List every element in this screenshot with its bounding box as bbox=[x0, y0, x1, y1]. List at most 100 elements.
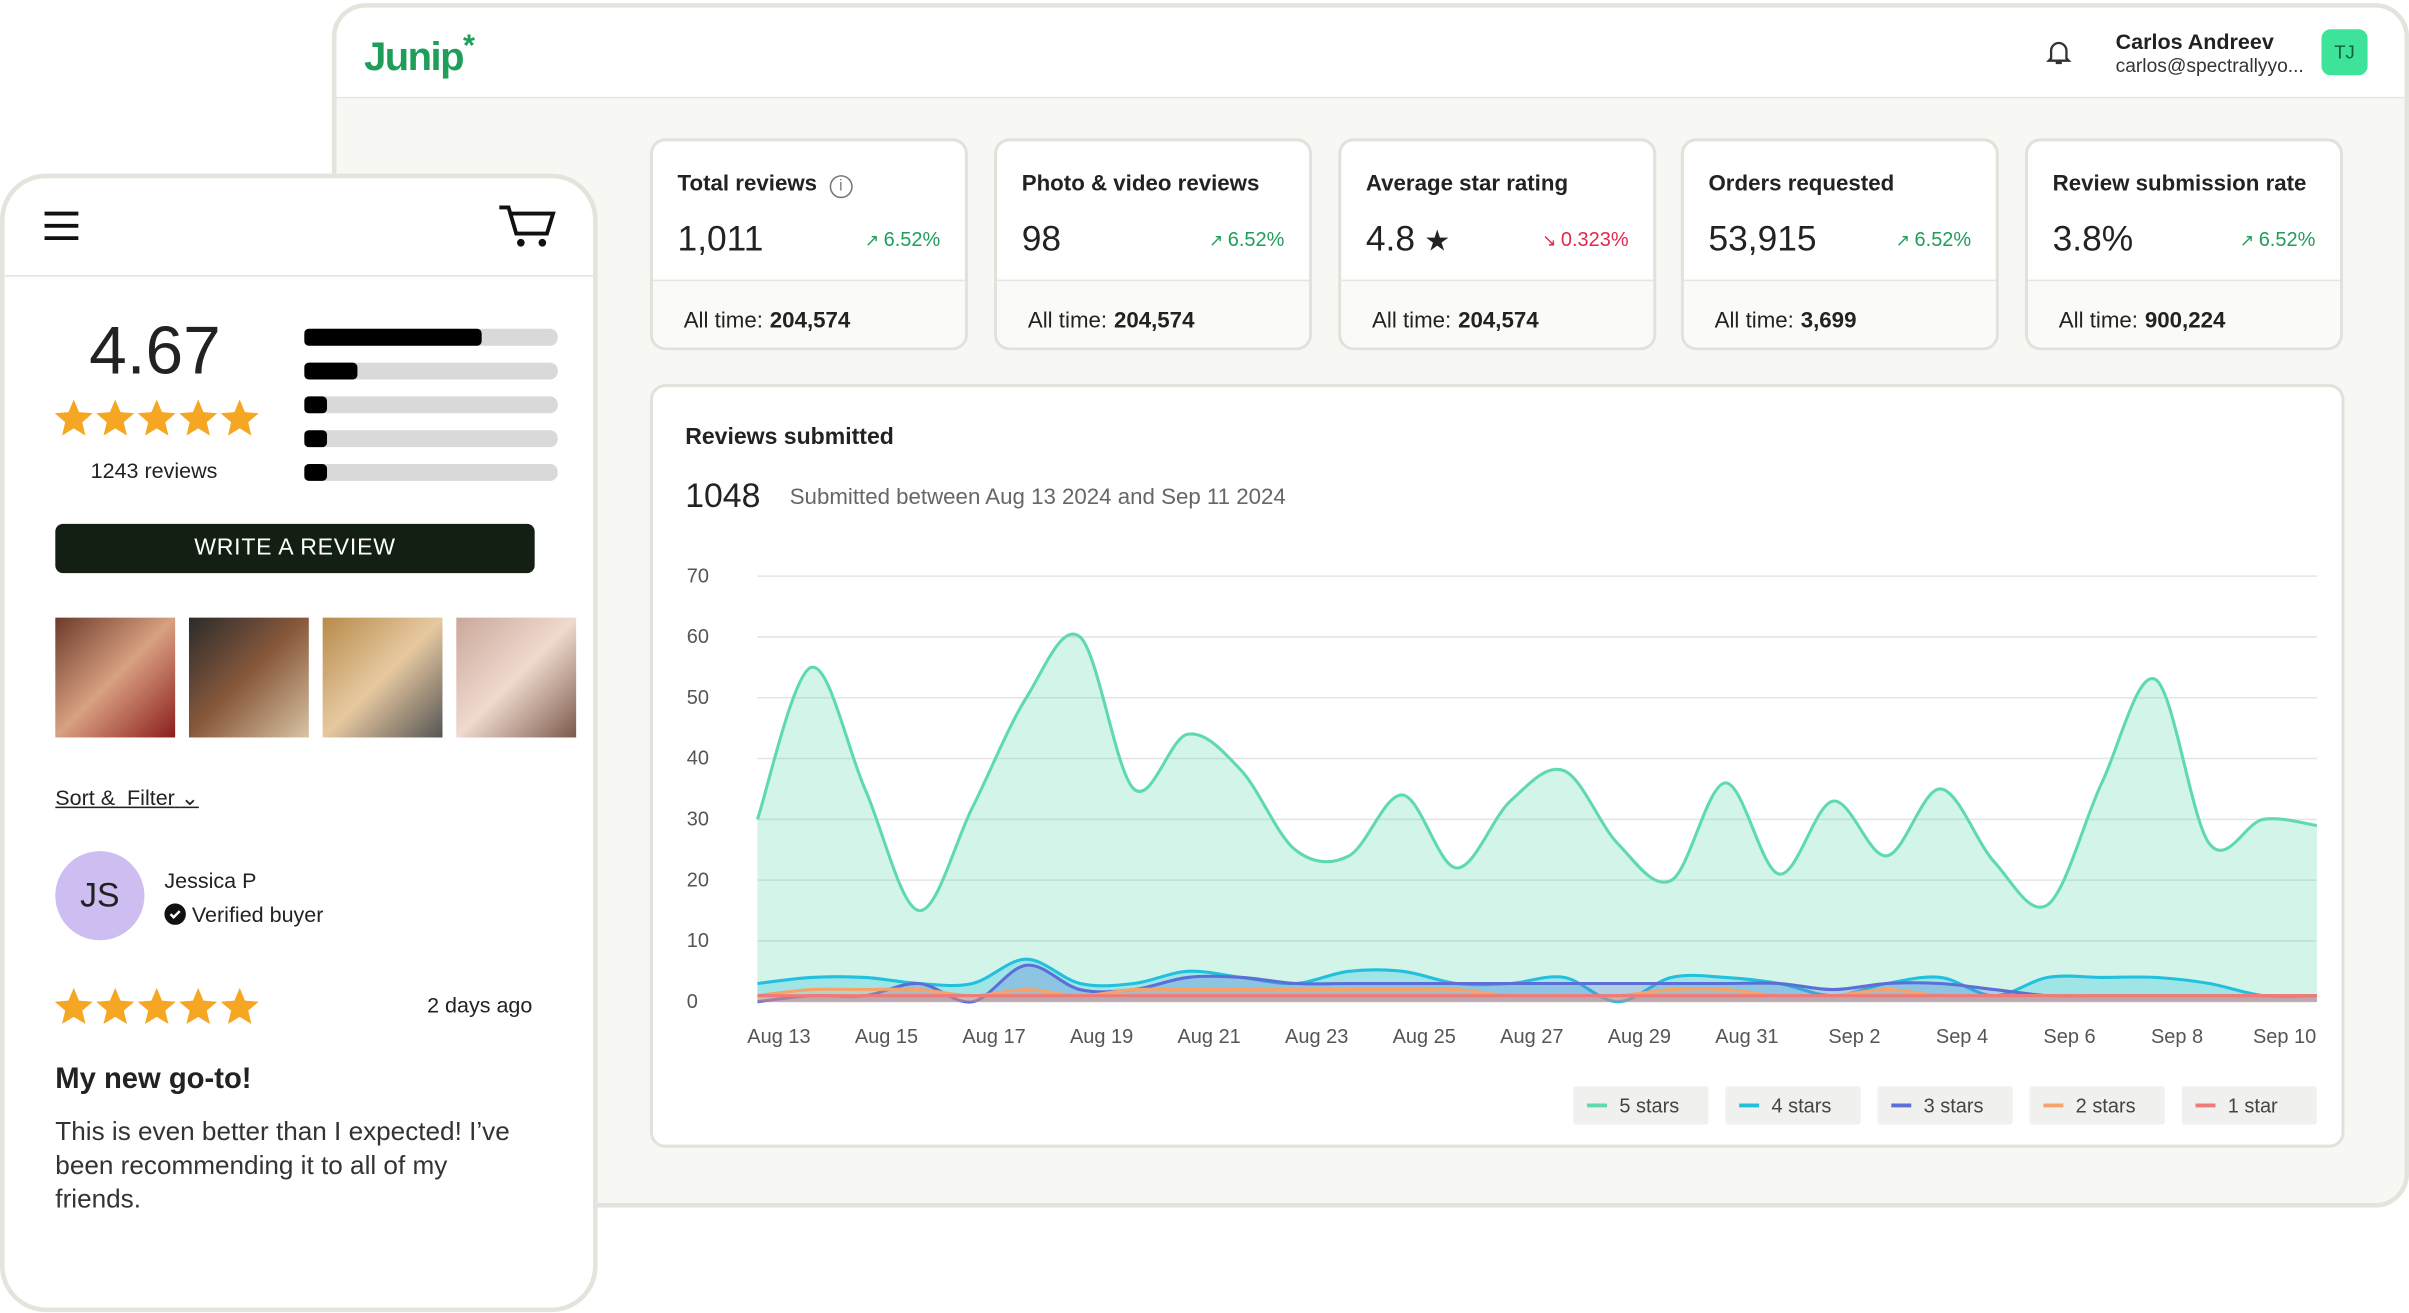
logo[interactable]: Junip* bbox=[364, 29, 475, 81]
rating-stars bbox=[54, 399, 259, 436]
menu-icon[interactable] bbox=[41, 209, 84, 243]
stat-change: ↘ 0.323% bbox=[1542, 227, 1629, 250]
review-count: 1243 reviews bbox=[90, 457, 218, 483]
area-fill bbox=[757, 988, 2317, 1002]
stat-change: ↗ 6.52% bbox=[1209, 227, 1284, 250]
photo[interactable] bbox=[456, 617, 577, 738]
trend-arrow: ↗ bbox=[1895, 231, 1910, 251]
user-name: Carlos Andreev bbox=[2115, 29, 2274, 54]
photo[interactable] bbox=[322, 617, 443, 738]
legend-label: 5 stars bbox=[1619, 1095, 1679, 1117]
distribution-bar bbox=[304, 430, 328, 448]
photo[interactable] bbox=[188, 617, 309, 738]
series-line bbox=[757, 957, 2317, 1004]
distribution-bar bbox=[304, 463, 328, 481]
star-icon: ★ bbox=[1424, 225, 1451, 259]
star bbox=[137, 399, 176, 436]
legend-item bbox=[1725, 1086, 1861, 1125]
legend-item bbox=[2181, 1086, 2317, 1125]
stat-title: Total reviews i bbox=[677, 172, 853, 199]
x-tick-label: Aug 29 bbox=[1608, 1026, 1671, 1048]
review-date: 2 days ago bbox=[427, 992, 533, 1018]
distribution-track bbox=[304, 430, 558, 448]
all-time-row: All time: 204,574 bbox=[684, 307, 851, 335]
chevron: ⌄ bbox=[180, 785, 199, 810]
stat-all-time: All time: 204,574 bbox=[1341, 279, 1654, 348]
x-tick-label: Aug 31 bbox=[1715, 1026, 1778, 1048]
all-time-row: All time: 900,224 bbox=[2059, 307, 2226, 335]
stat-change-text: 0.323% bbox=[1560, 227, 1629, 251]
stat-title-text: Photo & video reviews bbox=[1021, 172, 1260, 197]
all-time-value: 900,224 bbox=[2144, 308, 2226, 334]
stat-title: Average star rating bbox=[1366, 172, 1568, 197]
star bbox=[54, 987, 93, 1025]
distribution-track bbox=[304, 463, 558, 481]
chart-subtitle: Submitted between Aug 13 2024 and Sep 11… bbox=[790, 484, 1286, 509]
star bbox=[137, 987, 176, 1025]
distribution-track bbox=[304, 396, 558, 414]
x-tick-label: Aug 27 bbox=[1500, 1026, 1563, 1048]
star bbox=[96, 987, 135, 1025]
star bbox=[179, 399, 218, 436]
series-line bbox=[755, 632, 2318, 913]
stat-card: Average star rating 4.8 ★ ↘ 0.323% All time: … bbox=[1338, 138, 1657, 351]
trend-arrow: ↗ bbox=[864, 231, 880, 251]
all-time-label: All time: bbox=[2058, 308, 2139, 334]
y-tick-label: 40 bbox=[687, 748, 709, 770]
x-tick-label: Aug 17 bbox=[962, 1026, 1025, 1048]
star bbox=[220, 399, 259, 436]
review-title: My new go-to! bbox=[55, 1063, 252, 1096]
all-time-label: All time: bbox=[683, 308, 763, 334]
all-time-row: All time: 204,574 bbox=[1028, 307, 1195, 335]
x-tick-label: Sep 2 bbox=[1828, 1026, 1880, 1048]
stat-value-text: 53,915 bbox=[1708, 218, 1817, 259]
distribution-bar bbox=[304, 396, 328, 414]
distribution-bar bbox=[304, 362, 358, 380]
verified-badge: Verified buyer bbox=[164, 902, 323, 926]
star bbox=[220, 987, 259, 1025]
all-time-value: 204,574 bbox=[1458, 308, 1539, 334]
y-tick-label: 30 bbox=[687, 808, 709, 830]
y-tick-label: 20 bbox=[687, 869, 709, 891]
bell-icon[interactable] bbox=[2045, 38, 2073, 66]
trend-arrow: ↗ bbox=[2239, 231, 2255, 251]
y-tick-label: 70 bbox=[687, 565, 709, 587]
info-icon: i bbox=[829, 175, 853, 199]
stat-card: Photo & video reviews 98 ↗ 6.52% All time: 2… bbox=[994, 138, 1313, 351]
rating-distribution bbox=[304, 328, 558, 481]
legend-label: 2 stars bbox=[2076, 1095, 2136, 1117]
x-tick-label: Sep 6 bbox=[2043, 1026, 2095, 1048]
all-time-label: All time: bbox=[1372, 308, 1452, 334]
x-tick-label: Aug 15 bbox=[855, 1026, 918, 1048]
stat-value: 53,915 bbox=[1708, 218, 1816, 259]
stat-all-time: All time: 3,699 bbox=[1683, 279, 1996, 348]
logo-text: Junip bbox=[364, 33, 464, 80]
cart-icon[interactable] bbox=[496, 200, 557, 252]
stat-title: Orders requested bbox=[1708, 172, 1894, 197]
stat-title-text: Total reviews bbox=[677, 172, 818, 197]
write-review-button[interactable]: WRITE A REVIEW bbox=[55, 523, 535, 574]
stat-title: Photo & video reviews bbox=[1022, 172, 1260, 197]
x-tick-label: Aug 25 bbox=[1393, 1026, 1456, 1048]
avatar[interactable]: TJ bbox=[2321, 29, 2368, 76]
all-time-value: 204,574 bbox=[1113, 308, 1195, 334]
stat-change-text: 6.52% bbox=[2258, 227, 2316, 251]
stat-card: Total reviews i 1,011 ↗ 6.52% All time: 204,5… bbox=[649, 138, 968, 351]
x-tick-label: Aug 21 bbox=[1177, 1026, 1240, 1048]
star bbox=[96, 399, 135, 436]
all-time-row: All time: 204,574 bbox=[1372, 307, 1539, 335]
x-tick-label: Sep 8 bbox=[2151, 1026, 2203, 1048]
y-tick-label: 10 bbox=[687, 930, 709, 952]
stat-all-time: All time: 204,574 bbox=[652, 279, 965, 348]
rating: 4.67 bbox=[89, 313, 221, 389]
stat-value-text: 98 bbox=[1021, 218, 1062, 259]
review-stars bbox=[54, 987, 259, 1025]
reviewer-name: Jessica P bbox=[164, 868, 257, 893]
photo[interactable] bbox=[55, 617, 176, 738]
sort-filter[interactable]: Sort & Filter ⌄ bbox=[55, 785, 199, 811]
x-tick-label: Sep 4 bbox=[1936, 1026, 1988, 1048]
distribution-bar bbox=[304, 328, 482, 346]
legend-label: 4 stars bbox=[1771, 1095, 1831, 1117]
